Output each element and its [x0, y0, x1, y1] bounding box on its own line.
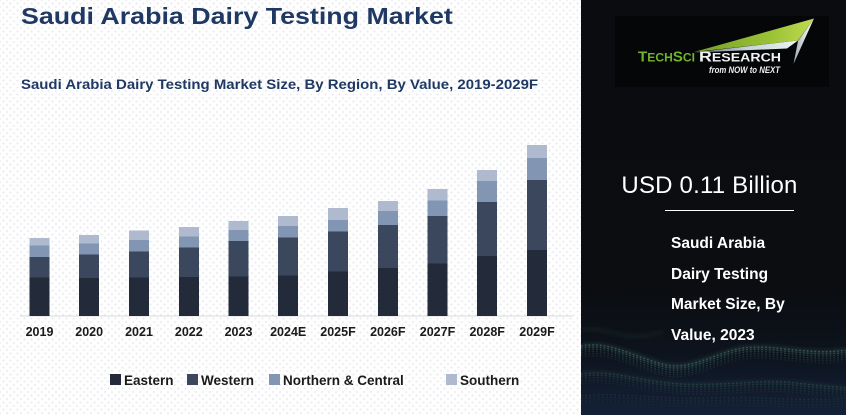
svg-text:from NOW to NEXT: from NOW to NEXT — [709, 65, 781, 75]
svg-text:TECHSCI: TECHSCI — [638, 50, 695, 66]
svg-text:Western: Western — [201, 373, 254, 388]
svg-text:2022: 2022 — [175, 325, 203, 339]
svg-text:2023: 2023 — [225, 325, 253, 339]
svg-text:2021: 2021 — [125, 325, 153, 339]
svg-text:2029F: 2029F — [519, 325, 555, 339]
svg-text:Southern: Southern — [460, 373, 519, 388]
svg-text:2025F: 2025F — [320, 325, 356, 339]
svg-text:2019: 2019 — [26, 325, 54, 339]
svg-text:Northern & Central: Northern & Central — [283, 373, 404, 388]
svg-text:2020: 2020 — [75, 325, 103, 339]
svg-text:2024E: 2024E — [270, 325, 306, 339]
svg-text:2027F: 2027F — [420, 325, 456, 339]
svg-text:2026F: 2026F — [370, 325, 406, 339]
svg-text:Eastern: Eastern — [124, 373, 174, 388]
svg-text:2028F: 2028F — [469, 325, 505, 339]
